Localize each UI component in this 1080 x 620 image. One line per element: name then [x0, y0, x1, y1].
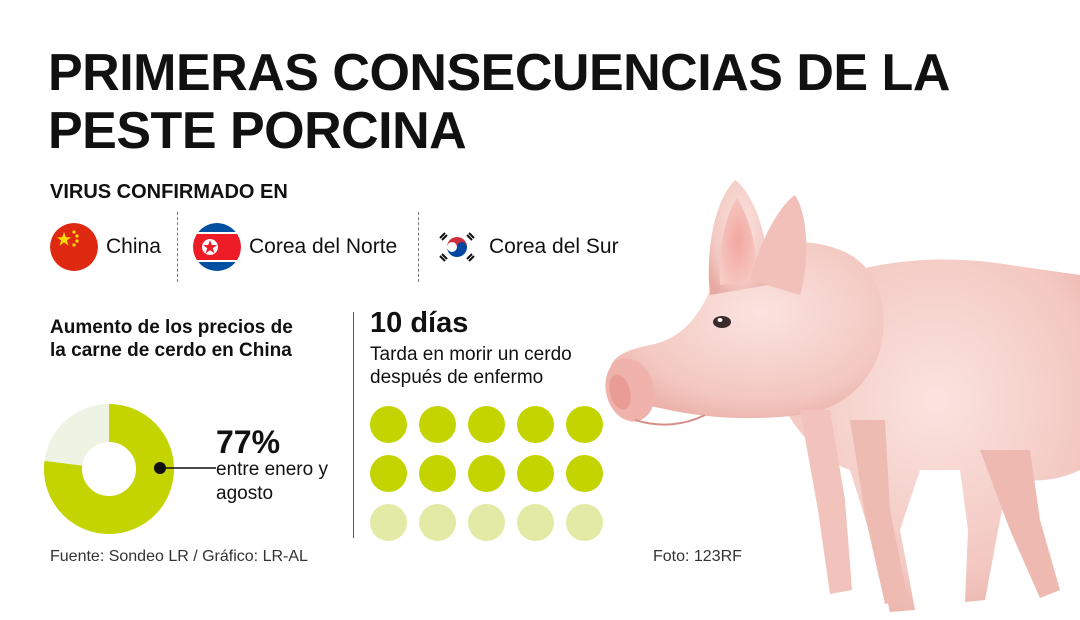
source-note: Fuente: Sondeo LR / Gráfico: LR-AL: [50, 548, 308, 565]
price-percent-desc: entre enero y agosto: [216, 459, 328, 504]
day-dot-filled: [517, 455, 554, 492]
day-dot-empty: [370, 504, 407, 541]
country-china: China: [50, 222, 161, 272]
north-korea-flag-icon: [193, 223, 241, 271]
day-dot-filled: [370, 406, 407, 443]
country-label: Corea del Sur: [489, 235, 619, 258]
section-divider: [353, 312, 354, 538]
day-dot-filled: [370, 455, 407, 492]
day-dot-empty: [419, 504, 456, 541]
confirmed-heading: VIRUS CONFIRMADO EN: [50, 181, 288, 203]
day-dot-filled: [419, 455, 456, 492]
photo-credit: Foto: 123RF: [653, 548, 742, 565]
country-label: Corea del Norte: [249, 235, 398, 258]
south-korea-flag-icon: [433, 223, 481, 271]
country-label: China: [106, 235, 161, 258]
donut-leader-line: [154, 462, 216, 474]
country-divider: [177, 212, 178, 282]
day-dot-filled: [517, 406, 554, 443]
day-dot-filled: [468, 406, 505, 443]
days-value: 10 días: [370, 307, 469, 339]
country-north-korea: Corea del Norte: [193, 222, 397, 272]
days-dot-grid: [370, 406, 610, 541]
country-divider: [418, 212, 419, 282]
day-dot-empty: [517, 504, 554, 541]
pig-image: [605, 180, 1080, 612]
price-heading: Aumento de los precios de la carne de ce…: [50, 317, 293, 361]
china-flag-icon: [50, 223, 98, 271]
days-desc: Tarda en morir un cerdo después de enfer…: [370, 344, 572, 388]
day-dot-filled: [419, 406, 456, 443]
day-dot-filled: [566, 455, 603, 492]
day-dot-empty: [566, 504, 603, 541]
country-south-korea: Corea del Sur: [433, 222, 619, 272]
day-dot-filled: [468, 455, 505, 492]
page-title: PRIMERAS CONSECUENCIAS DE LA PESTE PORCI…: [48, 44, 948, 160]
price-percent: 77%: [216, 424, 281, 460]
donut-value-arc: [44, 404, 174, 534]
day-dot-filled: [566, 406, 603, 443]
day-dot-empty: [468, 504, 505, 541]
